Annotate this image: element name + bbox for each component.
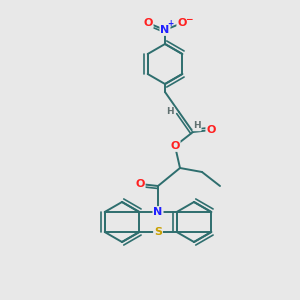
Text: +: + [167,20,173,28]
Text: H: H [193,122,201,130]
Text: O: O [135,179,145,189]
Text: −: − [185,14,193,23]
Text: S: S [154,227,162,237]
Text: O: O [177,18,187,28]
Text: H: H [166,107,174,116]
Text: O: O [143,18,153,28]
Text: O: O [170,141,180,151]
Text: O: O [206,125,216,135]
Text: N: N [160,25,169,35]
Text: N: N [153,207,163,217]
